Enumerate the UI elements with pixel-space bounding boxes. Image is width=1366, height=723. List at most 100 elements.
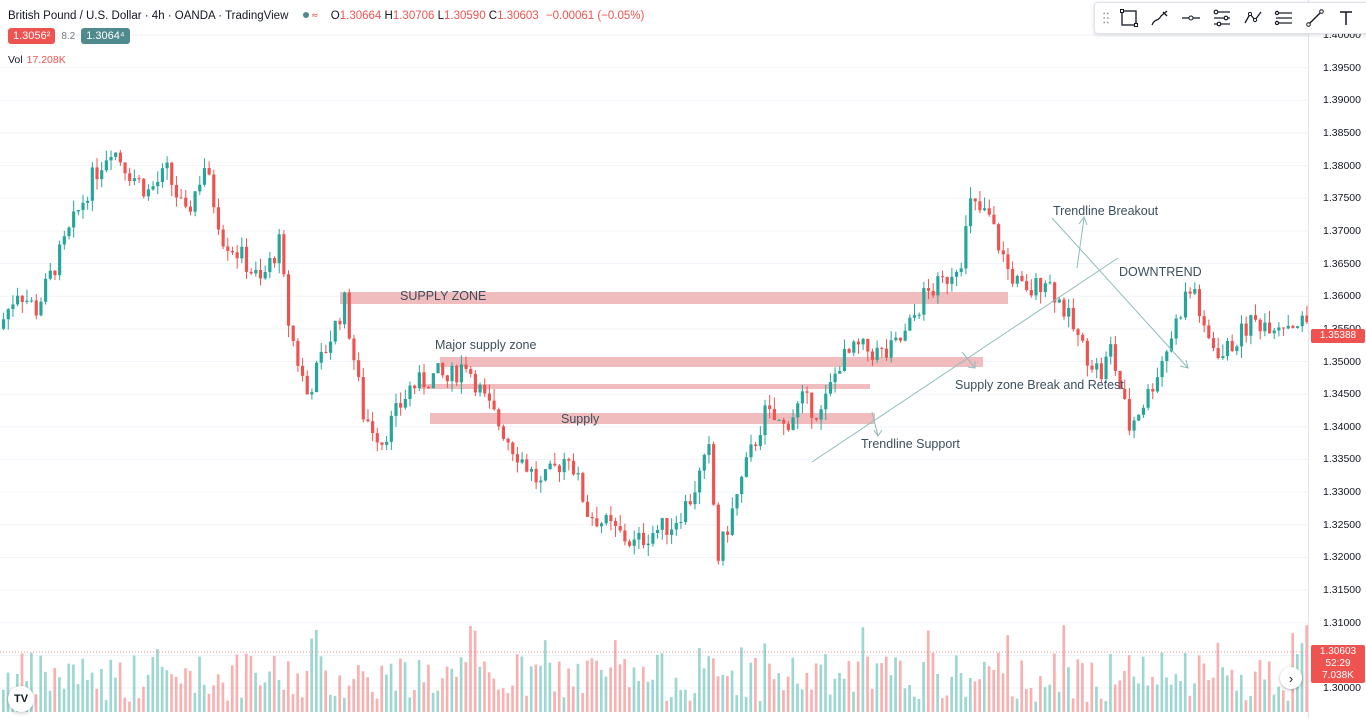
candle-body	[413, 385, 417, 389]
candle-body	[1272, 330, 1276, 334]
volume-bar	[571, 686, 575, 712]
last-price-value: 1.30603	[1319, 646, 1357, 657]
volume-bar	[403, 662, 407, 712]
volume-bar	[1179, 680, 1182, 712]
volume-bar	[1207, 679, 1210, 712]
scroll-to-realtime-button[interactable]: ›	[1280, 667, 1302, 689]
volume-bar	[599, 669, 603, 712]
drawings[interactable]	[811, 215, 1189, 463]
candle-body	[62, 236, 66, 245]
volume-bar	[553, 691, 556, 712]
candlestick-chart[interactable]	[0, 0, 1309, 718]
long-position-icon[interactable]	[1270, 5, 1297, 31]
candle-body	[366, 419, 370, 422]
candle-body	[646, 543, 650, 546]
text-icon[interactable]	[1332, 5, 1359, 31]
candle-body	[90, 167, 94, 201]
candle-body	[34, 300, 38, 316]
candle-body	[324, 351, 328, 353]
volume-bar	[581, 693, 584, 712]
supply-zones[interactable]	[340, 292, 1008, 424]
candle-body	[1267, 322, 1272, 334]
rectangle-icon[interactable]	[1115, 5, 1142, 31]
volume-bar	[838, 672, 841, 712]
downtrend-arrow-head	[1179, 359, 1189, 369]
price-axis[interactable]: 1.40000 1.39500 1.39000 1.38500 1.38000 1.375…	[1308, 0, 1366, 718]
candle-body	[193, 191, 197, 212]
candle-body	[207, 167, 211, 175]
candle-body	[67, 227, 71, 237]
horizontal-line-icon[interactable]	[1177, 5, 1204, 31]
candle-body	[740, 476, 744, 495]
candle-body	[268, 257, 272, 273]
candle-body	[450, 365, 454, 382]
candle-body	[931, 290, 935, 296]
trend-line-icon[interactable]	[1301, 5, 1328, 31]
chart-pane[interactable]: SUPPLY ZONE Major supply zone Supply Tre…	[0, 0, 1309, 718]
price-axis-label: 1.34000	[1323, 420, 1361, 433]
breakout-arrow[interactable]	[1076, 217, 1085, 269]
annotation-major-supply-zone[interactable]: Major supply zone	[435, 338, 537, 352]
candle-body	[310, 392, 314, 395]
candle-body	[754, 444, 758, 447]
annotation-trendline-breakout[interactable]: Trendline Breakout	[1053, 204, 1159, 218]
annotation-supply[interactable]: Supply	[561, 412, 600, 426]
candle-body	[1305, 315, 1309, 323]
candle-body	[333, 320, 337, 342]
candle-body	[609, 515, 613, 522]
brush-icon[interactable]	[1146, 5, 1173, 31]
candle-body	[749, 444, 753, 458]
annotation-downtrend[interactable]: DOWNTREND	[1119, 265, 1202, 279]
candle-body	[842, 348, 847, 371]
annotation-break-retest[interactable]: Supply zone Break and Retest	[955, 378, 1124, 392]
volume-bar	[786, 676, 790, 712]
mid-supply-zone-rect[interactable]	[420, 384, 870, 389]
candle-body	[1057, 299, 1061, 303]
candle-body	[1039, 278, 1043, 293]
candle-body	[595, 518, 599, 527]
volume-bar	[688, 700, 692, 712]
candle-body	[567, 459, 571, 461]
candle-body	[964, 226, 968, 269]
candle-body	[1160, 361, 1164, 378]
volume-bar	[810, 689, 813, 712]
trendline-support[interactable]	[811, 257, 1119, 463]
volume-bar	[1118, 680, 1122, 712]
downtrend-line[interactable]	[1051, 217, 1189, 369]
supply-rect[interactable]	[430, 413, 875, 424]
candle-body	[249, 271, 253, 274]
candle-body	[604, 515, 608, 524]
volume-bar	[656, 654, 659, 712]
candle-body	[240, 246, 244, 259]
candle-body	[389, 415, 393, 442]
candle-body	[1090, 365, 1094, 370]
retest-arrow[interactable]	[961, 351, 976, 369]
path-icon[interactable]	[1239, 5, 1266, 31]
supply-zone-rect[interactable]	[340, 292, 1008, 304]
symbol-title[interactable]: British Pound / U.S. Dollar · 4h · OANDA…	[8, 10, 289, 22]
candle-body	[1258, 319, 1262, 332]
volume-bar	[1211, 677, 1215, 712]
candle-body	[684, 501, 688, 523]
tradingview-logo[interactable]: TV	[8, 686, 34, 712]
support-arrow[interactable]	[871, 411, 879, 437]
candle-body	[1239, 323, 1244, 347]
candle-body	[385, 441, 389, 445]
sell-price-button[interactable]: 1.3056²	[8, 28, 56, 44]
buy-price-button[interactable]: 1.3064⁴	[81, 28, 130, 44]
volume-bar	[1165, 677, 1168, 712]
major-supply-zone-rect[interactable]	[440, 357, 983, 367]
volume-bar	[506, 693, 510, 712]
candle-body	[1188, 291, 1192, 294]
price-axis-label: 1.33500	[1323, 453, 1361, 466]
pattern-icon[interactable]	[1208, 5, 1235, 31]
volume-bar	[333, 695, 337, 712]
candle-body	[282, 234, 286, 275]
volume-bar	[202, 684, 206, 712]
annotation-trendline-support[interactable]: Trendline Support	[861, 437, 960, 451]
annotation-supply-zone[interactable]: SUPPLY ZONE	[400, 289, 487, 303]
drag-handle-icon[interactable]	[1101, 7, 1111, 29]
volume-bar	[258, 685, 262, 712]
candles	[2, 149, 1309, 566]
drawing-toolbar[interactable]	[1094, 2, 1366, 34]
